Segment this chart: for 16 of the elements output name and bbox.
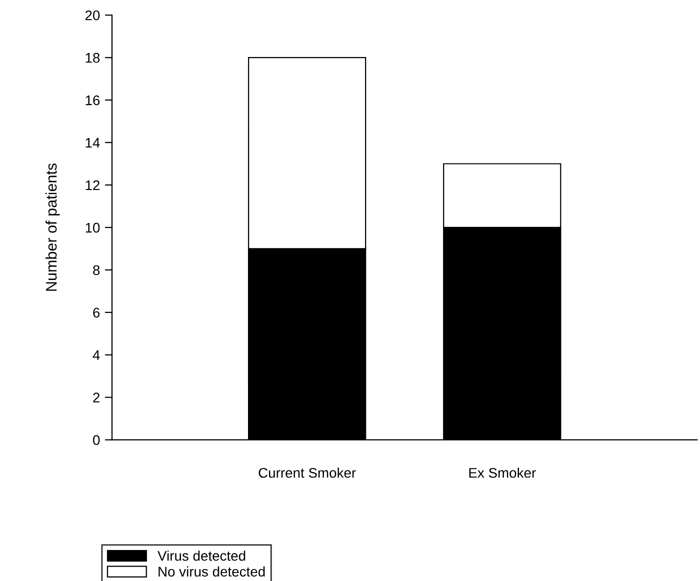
y-tick-label: 20 xyxy=(85,10,100,20)
y-axis-title: Number of patients xyxy=(46,163,60,291)
y-tick-label: 12 xyxy=(86,180,100,190)
y-tick-label: 4 xyxy=(92,350,100,360)
y-tick-label: 0 xyxy=(93,435,100,445)
y-tick-label: 10 xyxy=(86,222,100,233)
legend-label: Virus detected xyxy=(158,550,246,561)
y-tick-label: 6 xyxy=(93,308,100,318)
y-tick-label: 14 xyxy=(86,138,100,148)
y-tick-label: 18 xyxy=(86,52,100,63)
y-tick-label: 2 xyxy=(93,392,100,402)
legend-label: No virus detected xyxy=(158,566,265,577)
x-tick-label: Current Smoker xyxy=(258,468,356,478)
y-tick-label: 8 xyxy=(93,265,100,276)
y-tick-label: 16 xyxy=(86,95,100,106)
x-tick-label: Ex Smoker xyxy=(469,468,536,478)
